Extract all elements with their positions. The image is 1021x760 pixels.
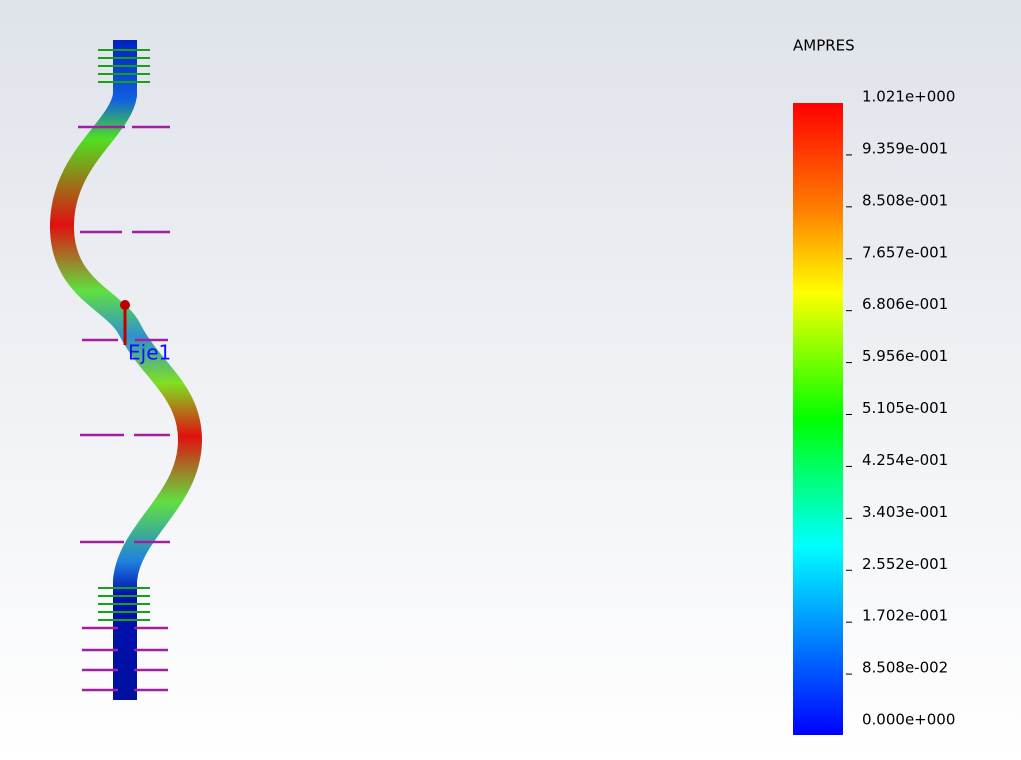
legend-label: 1.702e-001 [862,607,948,625]
legend-label: 7.657e-001 [862,243,948,261]
legend-label: 8.508e-002 [862,659,948,677]
legend-label: 8.508e-001 [862,191,948,209]
legend-label: 5.105e-001 [862,399,948,417]
legend-label: 5.956e-001 [862,347,948,365]
legend-label: 6.806e-001 [862,295,948,313]
simulation-view: Eje1 AMPRES 1.021e+000 9.359e-001 8.508e-0… [0,0,1021,760]
legend-label: 2.552e-001 [862,555,948,573]
legend-label: 1.021e+000 [862,88,955,106]
legend-title: AMPRES [793,37,855,55]
axis-label: Eje1 [128,341,171,365]
legend-label: 3.403e-001 [862,503,948,521]
axis-pin-head [120,300,130,310]
legend-label: 0.000e+000 [862,711,955,729]
color-bar [793,103,843,735]
legend-label: 9.359e-001 [862,139,948,157]
legend-label: 4.254e-001 [862,451,948,469]
